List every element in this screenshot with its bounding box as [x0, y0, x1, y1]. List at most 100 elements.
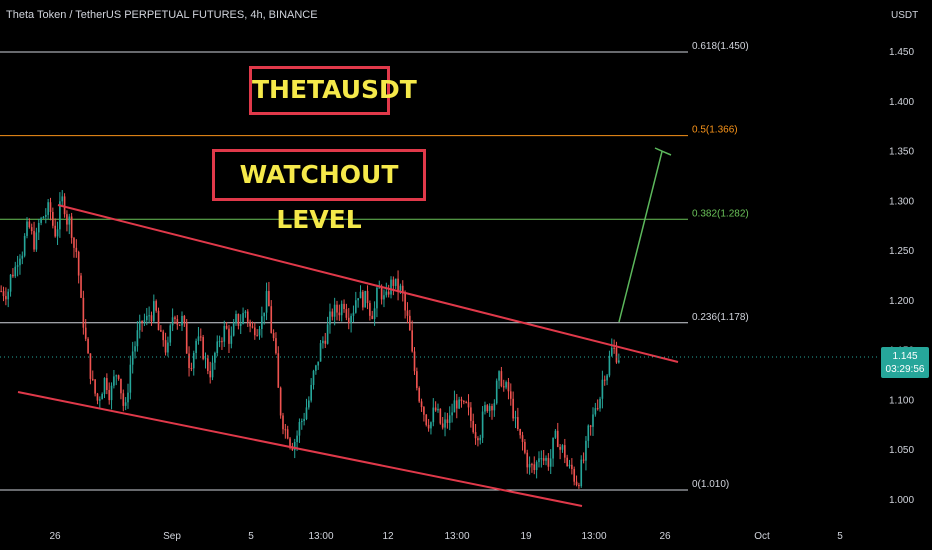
- candle-body: [521, 435, 524, 442]
- candle-body: [352, 312, 355, 316]
- candle-body: [232, 323, 235, 336]
- y-tick-label: 1.200: [889, 296, 914, 307]
- candle-body: [9, 274, 12, 292]
- y-tick-label: 1.400: [889, 97, 914, 108]
- candle-body: [26, 221, 28, 236]
- candle-body: [235, 313, 237, 324]
- candle-body: [136, 330, 139, 347]
- candle-body: [160, 330, 162, 332]
- x-tick-label: 13:00: [308, 531, 333, 542]
- candle-body: [561, 445, 564, 450]
- candle-body: [547, 457, 550, 467]
- x-tick-label: 19: [520, 531, 532, 542]
- candle-body: [218, 341, 221, 343]
- y-tick-label: 1.350: [889, 147, 914, 158]
- candle-body: [268, 291, 270, 307]
- candle-body: [138, 321, 141, 331]
- candle-body: [230, 335, 233, 344]
- candle-body: [418, 387, 421, 402]
- bar-countdown: 03:29:56: [885, 364, 925, 375]
- candle-body: [249, 321, 251, 327]
- candle-body: [484, 405, 486, 412]
- candle-body: [430, 422, 432, 429]
- candle-body: [538, 458, 540, 463]
- candle-body: [542, 458, 545, 461]
- candle-body: [80, 275, 82, 298]
- x-tick-label: 5: [837, 531, 843, 542]
- fib-label: 0.382(1.282): [692, 208, 749, 219]
- candle-body: [495, 380, 498, 404]
- candle-body: [437, 408, 439, 411]
- candle-body: [209, 370, 212, 378]
- candle-body: [70, 216, 73, 238]
- candle-body: [345, 309, 348, 318]
- candle-body: [66, 214, 68, 225]
- candle-body: [300, 421, 303, 423]
- candle-body: [42, 216, 45, 219]
- candle-body: [594, 408, 597, 415]
- candle-body: [244, 311, 247, 313]
- candle-body: [202, 337, 204, 359]
- candle-body: [451, 412, 453, 416]
- candle-body: [394, 278, 397, 286]
- candle-body: [37, 222, 40, 233]
- candle-body: [498, 371, 500, 381]
- candle-body: [517, 417, 519, 430]
- candle-body: [275, 338, 277, 354]
- candle-body: [427, 424, 430, 429]
- x-tick-label: 13:00: [581, 531, 606, 542]
- time-axis: 26 Sep 5 13:00 12 13:00 19 13:00 26 Oct 5: [49, 531, 843, 542]
- candle-body: [127, 392, 129, 403]
- candle-body: [463, 401, 465, 403]
- candle-body: [21, 255, 24, 259]
- candle-body: [143, 320, 146, 323]
- candle-body: [519, 429, 522, 436]
- candle-body: [197, 336, 200, 341]
- chart-title: Theta Token / TetherUS PERPETUAL FUTURES…: [6, 9, 318, 21]
- candle-body: [199, 336, 202, 338]
- candle-body: [554, 430, 557, 438]
- candle-body: [185, 322, 188, 354]
- candle-body: [162, 331, 165, 341]
- y-tick-label: 1.100: [889, 395, 914, 406]
- candle-body: [326, 324, 329, 344]
- candle-body: [340, 303, 343, 316]
- candle-body: [369, 303, 371, 316]
- candle-body: [164, 340, 167, 353]
- candle-body: [225, 325, 228, 329]
- candle-body: [98, 399, 101, 401]
- candle-body: [56, 229, 59, 237]
- candle-body: [265, 291, 268, 313]
- candle-body: [68, 216, 71, 225]
- candle-body: [246, 311, 249, 322]
- candle-body: [315, 365, 317, 371]
- candle-body: [465, 402, 467, 404]
- candle-body: [77, 251, 80, 276]
- candle-body: [357, 298, 359, 301]
- candle-body: [40, 218, 42, 223]
- candle-body: [211, 362, 214, 378]
- y-tick-label: 1.450: [889, 47, 914, 58]
- candle-body: [52, 211, 54, 226]
- candle-body: [303, 419, 305, 422]
- candle-body: [610, 347, 613, 356]
- trendlines: [0, 147, 880, 507]
- candle-body: [319, 343, 322, 362]
- candle-body: [347, 317, 350, 324]
- candle-body: [397, 278, 399, 291]
- candle-body: [329, 311, 331, 325]
- y-tick-label: 1.250: [889, 246, 914, 257]
- candle-body: [188, 353, 190, 369]
- candle-body: [385, 291, 388, 296]
- candle-body: [338, 312, 341, 316]
- candle-body: [263, 312, 266, 317]
- candle-body: [481, 411, 484, 438]
- candle-body: [176, 319, 179, 325]
- candle-body: [524, 441, 526, 453]
- candle-body: [399, 285, 402, 291]
- candle-body: [228, 328, 230, 344]
- candle-body: [310, 384, 312, 401]
- candle-body: [578, 484, 580, 487]
- candle-body: [585, 440, 587, 461]
